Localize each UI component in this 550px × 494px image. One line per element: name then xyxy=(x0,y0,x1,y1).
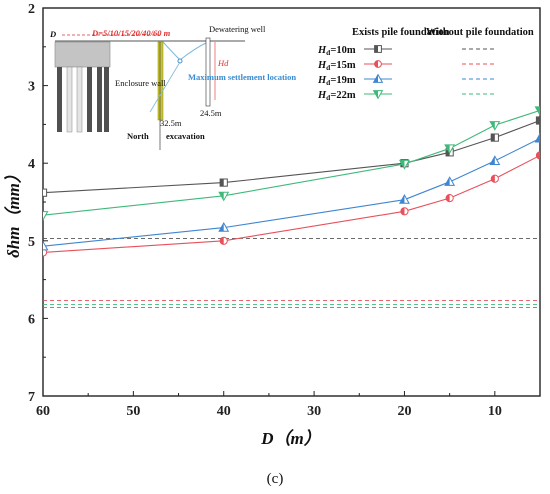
series-line xyxy=(43,109,540,216)
legend-row: Hd=19m xyxy=(317,73,494,87)
legend: Exists pile foundation Without pile foun… xyxy=(317,27,534,102)
data-point xyxy=(490,133,499,142)
legend-col1-header: Exists pile foundation xyxy=(352,27,450,38)
legend-row: Hd=22m xyxy=(317,90,494,102)
inset-dewatering-well xyxy=(205,37,211,107)
inset-pile-6 xyxy=(104,67,109,132)
legend-label: Hd=15m xyxy=(317,60,356,72)
legend-label-suffix: =10m xyxy=(330,45,355,56)
data-point xyxy=(399,159,410,170)
y-tick-label: 2 xyxy=(28,2,35,17)
data-point xyxy=(43,211,49,221)
ticks-layer: 60 50 40 30 20 10 2 3 4 5 6 7 xyxy=(28,2,502,419)
inset-pile-1 xyxy=(57,67,62,132)
inset-max-settlement-text: Maximum settlement location xyxy=(188,72,296,82)
data-point xyxy=(489,155,501,165)
inset-dewatering-label: Dewatering well xyxy=(209,24,266,34)
legend-marker xyxy=(372,73,384,83)
x-tick-label: 10 xyxy=(488,404,502,419)
series-line xyxy=(43,154,540,253)
inset-d-values: D=5/10/15/20/40/60 m xyxy=(91,28,171,38)
legend-marker xyxy=(374,45,382,53)
legend-label-suffix: =19m xyxy=(330,75,355,86)
no-pile-lines xyxy=(43,238,540,308)
series-layer xyxy=(43,106,540,257)
x-tick-label: 60 xyxy=(36,404,50,419)
figure-caption: (c) xyxy=(267,471,284,487)
inset-depth-well: 24.5m xyxy=(200,108,222,118)
inset-enclosure-wall xyxy=(157,41,164,121)
series-line xyxy=(43,137,540,247)
inset-depth-wall: 32.5m xyxy=(160,118,182,128)
legend-row: Hd=15m xyxy=(317,60,494,72)
data-point xyxy=(218,191,230,202)
inset-schematic: D D=5/10/15/20/40/60 m Dewatering well H… xyxy=(49,24,296,150)
legend-label-prefix: H xyxy=(317,75,327,86)
data-point xyxy=(43,240,49,251)
data-point xyxy=(399,194,410,204)
data-point xyxy=(535,151,540,160)
legend-marker xyxy=(372,90,384,100)
x-tick-label: 50 xyxy=(126,404,140,419)
legend-label-prefix: H xyxy=(317,45,327,56)
data-point xyxy=(445,194,454,203)
inset-settlement-pointer xyxy=(149,61,181,113)
legend-label-sub: d xyxy=(326,93,331,102)
data-point xyxy=(444,176,456,186)
inset-north-label: North xyxy=(127,131,149,141)
inset-pile-3 xyxy=(76,66,83,133)
data-point xyxy=(219,178,228,187)
legend-label-sub: d xyxy=(326,48,331,57)
data-point xyxy=(444,144,456,155)
x-axis-title: D（m） xyxy=(260,429,321,448)
inset-building-cap xyxy=(54,41,111,68)
series-hd-19m xyxy=(43,132,540,251)
series-line xyxy=(43,120,540,194)
inset-pile-2 xyxy=(66,66,73,133)
series-hd-22m xyxy=(43,106,540,221)
data-point xyxy=(489,121,501,131)
data-point xyxy=(43,188,48,197)
legend-label-suffix: =22m xyxy=(330,90,355,101)
x-tick-label: 20 xyxy=(397,404,411,419)
inset-enclosure-label: Enclosure wall xyxy=(115,78,166,88)
legend-marker xyxy=(374,60,382,68)
data-point xyxy=(400,207,409,216)
y-tick-label: 5 xyxy=(28,235,35,250)
series-hd-15m xyxy=(43,151,540,257)
y-tick-label: 7 xyxy=(28,390,35,405)
y-tick-label: 3 xyxy=(28,80,35,95)
legend-label: Hd=22m xyxy=(317,90,356,102)
inset-d-label: D xyxy=(49,29,56,39)
inset-pile-5 xyxy=(97,67,102,132)
plot-frame xyxy=(42,7,541,397)
inset-max-settlement-label: Maximum settlement location xyxy=(188,72,296,82)
y-tick-label: 4 xyxy=(28,157,35,172)
x-tick-label: 40 xyxy=(217,404,231,419)
legend-label-sub: d xyxy=(326,63,331,72)
y-tick-label: 6 xyxy=(28,312,35,327)
y-axis-title: δhm（mm） xyxy=(4,166,23,258)
inset-hd-label: Hd xyxy=(217,58,229,68)
legend-label-prefix: H xyxy=(317,90,327,101)
legend-label-suffix: =15m xyxy=(330,60,355,71)
inset-excavation-label: excavation xyxy=(166,131,205,141)
x-tick-label: 30 xyxy=(307,404,321,419)
legend-label: Hd=19m xyxy=(317,75,356,87)
data-point xyxy=(535,116,540,125)
data-point xyxy=(534,106,540,117)
legend-label: Hd=10m xyxy=(317,45,356,57)
data-point xyxy=(534,132,540,143)
legend-label-prefix: H xyxy=(317,60,327,71)
data-point xyxy=(490,174,499,183)
legend-label-sub: d xyxy=(326,78,331,87)
legend-col2-header: Without pile foundation xyxy=(426,27,534,38)
inset-pile-4 xyxy=(87,67,92,132)
data-point xyxy=(219,236,228,245)
data-point xyxy=(218,221,230,232)
legend-row: Hd=10m xyxy=(317,45,494,57)
inset-max-settlement-point xyxy=(177,58,183,64)
